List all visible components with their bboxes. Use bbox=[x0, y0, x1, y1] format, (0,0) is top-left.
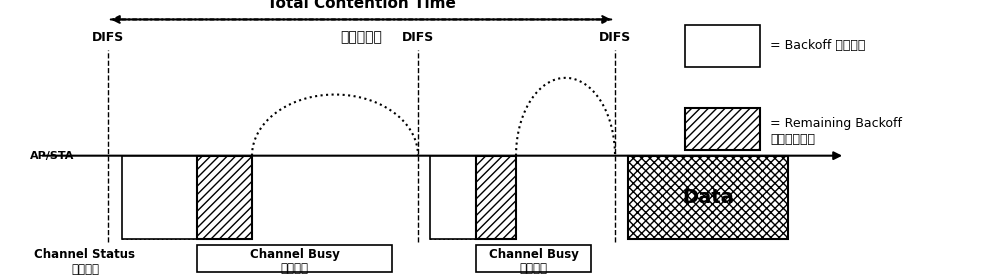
Bar bbox=[685, 108, 760, 150]
Text: Channel Busy: Channel Busy bbox=[250, 248, 339, 261]
Text: = Remaining Backoff: = Remaining Backoff bbox=[770, 116, 902, 130]
Bar bbox=[628, 156, 788, 239]
Text: Channel Status: Channel Status bbox=[34, 248, 136, 261]
Bar bbox=[476, 156, 516, 239]
Bar bbox=[476, 245, 591, 272]
Text: 信道繁忙: 信道繁忙 bbox=[280, 262, 308, 275]
Text: DIFS: DIFS bbox=[599, 31, 631, 44]
Text: DIFS: DIFS bbox=[92, 31, 124, 44]
Text: DIFS: DIFS bbox=[402, 31, 434, 44]
Text: 信道繁忙: 信道繁忙 bbox=[520, 262, 548, 275]
Text: = Backoff 退避窗口: = Backoff 退避窗口 bbox=[770, 39, 865, 52]
Text: Channel Busy: Channel Busy bbox=[489, 248, 578, 261]
Text: 总竞争时长: 总竞争时长 bbox=[340, 31, 382, 44]
Text: 信道状态: 信道状态 bbox=[71, 263, 99, 276]
Bar bbox=[430, 156, 476, 239]
Text: AP/STA: AP/STA bbox=[30, 151, 74, 161]
Bar bbox=[122, 156, 197, 239]
Bar bbox=[685, 25, 760, 67]
Text: Data: Data bbox=[682, 188, 734, 207]
Text: 剩余退避窗口: 剩余退避窗口 bbox=[770, 133, 815, 146]
Text: Total Contention Time: Total Contention Time bbox=[267, 0, 455, 11]
Bar bbox=[197, 156, 252, 239]
Bar bbox=[197, 245, 392, 272]
